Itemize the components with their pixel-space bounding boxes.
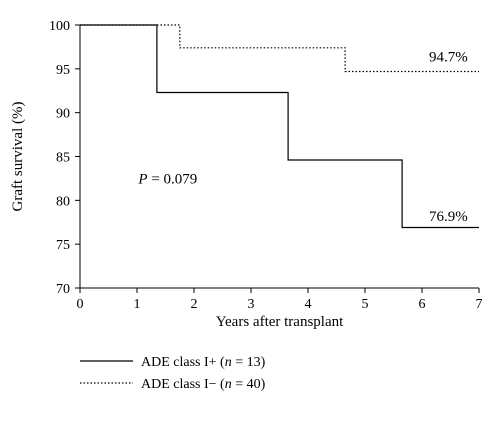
series-layer [80,24,479,229]
y-tick-label: 75 [56,238,70,253]
legend-entry: ADE class I+ (n = 13) [141,355,266,370]
axes: 0 1 2 3 4 5 6 7 100 95 90 85 80 75 70 Years after trans… [10,19,483,330]
y-tick-label: 95 [56,63,70,78]
p-value-text: = 0.079 [148,171,198,187]
legend-entry-part: ADE class I+ ( [141,355,225,370]
x-tick-label: 4 [305,297,312,312]
x-tick-label: 5 [362,297,369,312]
legend-entry-part: = 40) [232,377,266,392]
p-value-symbol: P [137,171,147,187]
x-tick-label: 3 [248,297,255,312]
x-tick-label: 0 [77,297,84,312]
x-tick-label: 1 [134,297,141,312]
annotation-layer: P = 0.079 94.7% 76.9% [137,50,467,226]
legend: ADE class I+ (n = 13) ADE class I− (n = 4… [80,355,266,392]
y-axis-label: Graft survival (%) [10,102,26,212]
p-value-annotation: P = 0.079 [137,171,197,187]
legend-entry: ADE class I− (n = 40) [141,377,266,392]
y-tick-label: 80 [56,194,70,209]
end-survival-label: 94.7% [429,50,468,66]
y-tick-label: 100 [49,19,70,34]
legend-entry-part: ADE class I− ( [141,377,225,392]
x-tick-label: 6 [419,297,426,312]
y-tick-label: 70 [56,282,70,297]
x-axis-label: Years after transplant [216,314,344,330]
y-tick-label: 90 [56,107,70,122]
y-tick-label: 85 [56,151,70,166]
legend-entry-part: n [225,355,232,370]
x-tick-label: 2 [191,297,198,312]
series-line-ade-class-i-positive [80,24,479,229]
x-tick-label: 7 [476,297,483,312]
series-line-ade-class-i-negative [80,24,479,73]
legend-entry-part: n [225,377,232,392]
legend-entry-part: = 13) [232,355,266,370]
end-survival-label: 76.9% [429,209,468,225]
